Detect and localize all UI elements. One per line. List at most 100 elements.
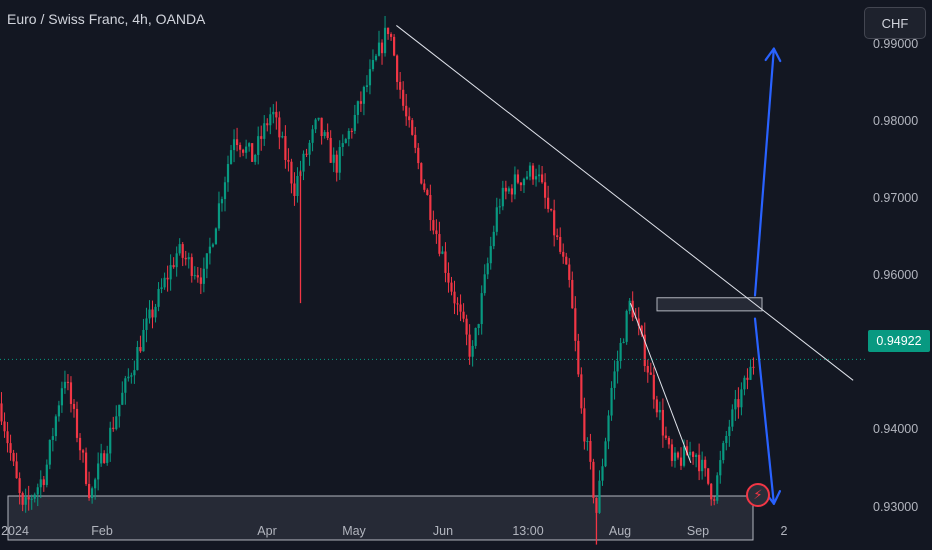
- candle-body: [504, 187, 507, 192]
- candle-body: [18, 478, 21, 494]
- candle-body: [344, 139, 347, 144]
- candle-body: [707, 468, 710, 484]
- candle-body: [0, 403, 3, 422]
- candle-body: [383, 27, 387, 54]
- candle-body: [619, 342, 622, 361]
- lightning-icon[interactable]: ⚡: [746, 483, 770, 507]
- candle-body: [547, 197, 550, 209]
- time-tick-label: Apr: [257, 524, 277, 538]
- candle-body: [480, 293, 483, 325]
- candle-body: [399, 81, 402, 90]
- candle-body: [516, 174, 520, 183]
- candle-body: [571, 279, 574, 309]
- currency-button[interactable]: CHF: [864, 7, 926, 39]
- candle-body: [522, 178, 526, 186]
- candle-body: [468, 334, 471, 357]
- candle-body: [36, 487, 39, 495]
- candle-body: [498, 206, 501, 208]
- candle-body: [577, 340, 580, 375]
- candle-body: [109, 427, 112, 454]
- candle-body: [127, 376, 130, 379]
- candle-body: [202, 268, 205, 284]
- arrow-shaft: [753, 47, 775, 297]
- candle-body: [211, 244, 215, 247]
- price-tick-label: 0.93000: [873, 499, 919, 514]
- candle-body: [208, 246, 211, 254]
- candle-body: [553, 210, 556, 236]
- candle-body: [39, 479, 42, 488]
- candle-body: [235, 139, 239, 146]
- candle-body: [311, 129, 314, 143]
- candle-body: [592, 461, 595, 498]
- candle-body: [704, 459, 707, 469]
- candle-body: [411, 120, 414, 135]
- candle-body: [151, 309, 154, 318]
- resistance-zone: [656, 297, 763, 312]
- candle-body: [607, 415, 610, 442]
- candle-body: [417, 147, 420, 164]
- candle-body: [75, 408, 79, 438]
- candle-body: [444, 251, 447, 273]
- candle-body: [601, 466, 604, 481]
- candle-body: [743, 377, 746, 390]
- time-tick-label: Jun: [432, 524, 454, 538]
- candle-body: [60, 388, 64, 406]
- candle-body: [423, 183, 426, 190]
- candle-body: [341, 143, 344, 148]
- candle-body: [63, 381, 67, 389]
- candle-body: [670, 444, 674, 461]
- candle-body: [701, 459, 704, 472]
- candle-body: [749, 366, 752, 380]
- candle-body: [69, 382, 73, 404]
- candle-body: [556, 235, 559, 238]
- candle-body: [54, 416, 57, 437]
- candle-body: [124, 378, 127, 393]
- candle-body: [420, 163, 423, 184]
- candle-body: [163, 277, 166, 288]
- candle-body: [57, 405, 60, 417]
- candle-body: [287, 159, 290, 162]
- candle-body: [441, 251, 444, 254]
- time-tick-label: 2: [780, 524, 788, 538]
- candle-body: [66, 381, 70, 383]
- candle-body: [169, 265, 172, 280]
- candle-body: [248, 143, 251, 147]
- candle-body: [746, 377, 749, 380]
- price-tick-label: 0.99000: [873, 36, 919, 51]
- candle-body: [534, 176, 538, 180]
- candle-body: [568, 264, 571, 280]
- candle-body: [477, 324, 480, 329]
- candle-body: [507, 188, 510, 192]
- candle-body: [688, 451, 692, 456]
- candle-body: [380, 42, 384, 54]
- candle-body: [519, 182, 523, 186]
- descending-trendline: [396, 25, 854, 381]
- candle-body: [353, 114, 356, 131]
- candle-body: [232, 139, 236, 151]
- candle-body: [91, 488, 94, 499]
- candle-body: [691, 451, 695, 457]
- candle-body: [94, 479, 97, 489]
- candle-body: [118, 404, 121, 417]
- candle-body: [293, 183, 296, 196]
- candle-body: [725, 435, 728, 444]
- candle-body: [154, 306, 157, 318]
- candle-body: [486, 263, 489, 275]
- candle-body: [728, 426, 731, 436]
- time-tick-label: 13:00: [512, 524, 544, 538]
- price-tick-label: 0.97000: [873, 191, 919, 206]
- candle-body: [160, 287, 163, 289]
- candle-body: [251, 143, 254, 162]
- candle-body: [537, 174, 541, 177]
- candle-body: [199, 277, 202, 284]
- time-tick-label: Aug: [608, 524, 632, 538]
- candle-body: [447, 272, 450, 283]
- candle-body: [278, 117, 281, 138]
- candle-body: [245, 146, 248, 153]
- candle-body: [142, 329, 145, 352]
- candle-body: [731, 409, 734, 427]
- candle-body: [408, 116, 411, 121]
- candle-body: [664, 435, 668, 438]
- candle-body: [97, 463, 100, 480]
